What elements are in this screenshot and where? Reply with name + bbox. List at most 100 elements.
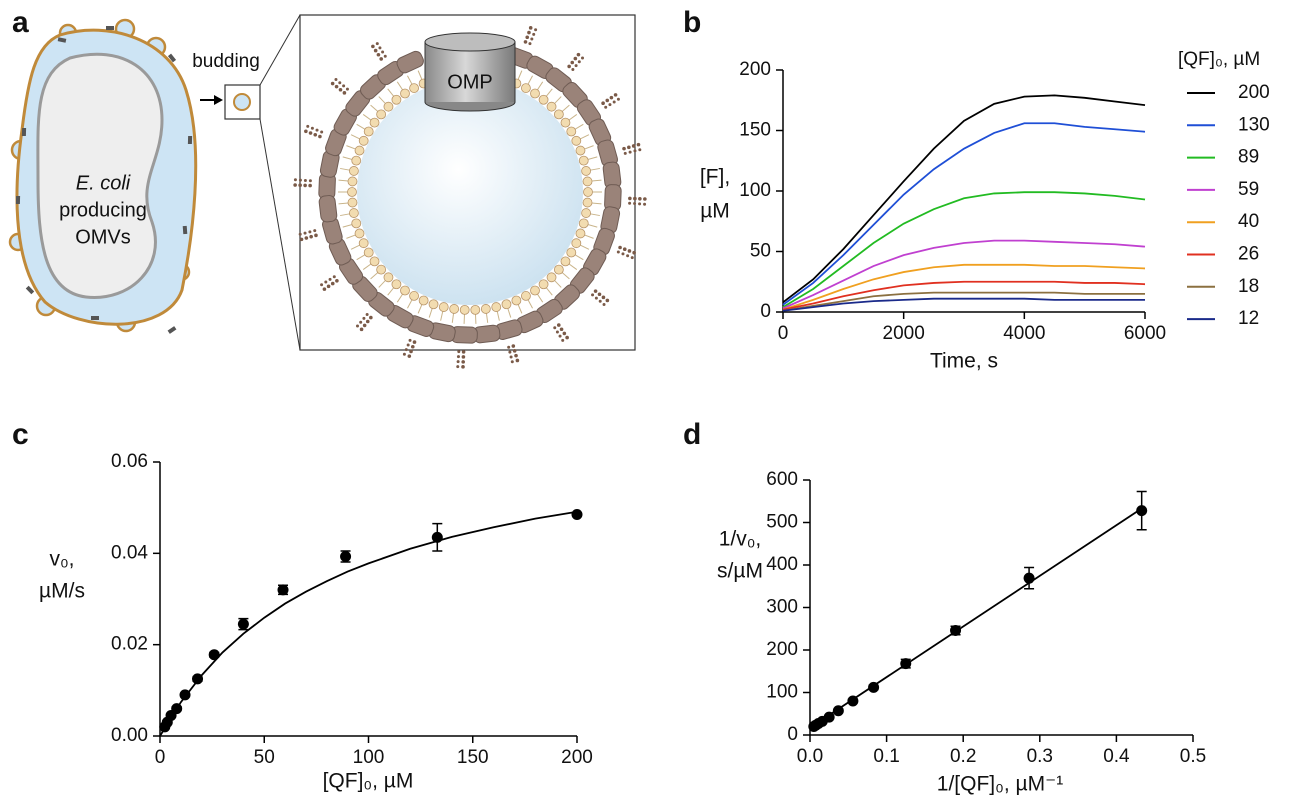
lipid-head [383,272,394,283]
panel-label: a [12,6,29,39]
lps-sugar [304,129,308,134]
lps-sugar [534,28,538,32]
lipid-head [347,187,357,197]
legend-label: 26 [1238,244,1259,265]
lipid-head [578,218,589,229]
lps-sugar [355,324,359,328]
x-axis-label: [QF]₀, µM [323,770,414,793]
lps-sugar [308,183,312,188]
lps-sugar [309,234,313,239]
lps-sugar [369,315,373,320]
lps-sugar [306,124,310,128]
series-line [782,94,1146,304]
lipid-head [491,302,502,312]
membrane-protein [182,225,188,235]
data-point [832,705,844,717]
lipid-head [400,88,410,99]
legend-title: [QF]₀, µM [1178,49,1260,70]
lipid-head [354,145,365,156]
membrane-protein [91,316,99,320]
lps-sugar [342,91,347,95]
lps-sugar [457,350,461,354]
lps-sugar [555,330,559,334]
lipid-head [363,247,374,258]
lipid-head [575,145,586,156]
lps-sugar [627,145,631,150]
membrane-protein [167,326,177,334]
lipid-head [521,83,531,93]
lipid-head [347,176,358,187]
lps-sugar [338,87,343,92]
lps-sugar [308,131,313,135]
lps-sugar [525,35,530,40]
cell-label: E. coli [76,172,131,194]
lps-sugar [638,148,642,152]
lipid-head [409,83,419,93]
lipid-head [553,264,564,275]
lps-sugar [304,236,309,240]
lps-sugar [530,37,534,41]
lps-sugar [320,283,324,287]
lipid-head [560,256,571,267]
y-tick-label: 0 [787,724,798,745]
lipid-head [391,94,402,105]
data-point [823,711,835,723]
lps-sugar [553,326,557,330]
data-point [900,658,912,670]
lipid-head [351,218,362,229]
lps-sugar [373,48,378,53]
lps-sugar [330,281,335,286]
lipid-head [553,109,564,120]
lps-sugar [612,100,616,104]
data-point [208,649,220,661]
lps-sugar [591,293,595,297]
lps-sugar [404,348,408,352]
lipid-head [428,299,439,310]
lipid-head [575,228,586,239]
y-tick-label: 0.06 [111,451,148,472]
legend-label: 18 [1238,276,1259,297]
x-tick-label: 6000 [1124,323,1166,344]
y-tick-label: 0.00 [111,725,148,746]
lps-sugar [567,64,571,69]
lps-sugar [315,128,319,132]
lps-sugar [621,252,625,256]
lps-sugar [638,202,642,206]
lipid-head [582,197,593,208]
y-tick-label: 0 [760,301,771,322]
lps [396,50,424,74]
x-tick-label: 0.1 [873,746,899,767]
series-line [782,297,1145,312]
lipid-head [409,291,419,301]
lipid-head [480,304,491,314]
lipid-head [470,304,481,315]
lps-sugar [618,245,622,250]
lipid-head [438,302,449,312]
lps-sugar [324,280,328,284]
lps-sugar [632,250,636,255]
lps-sugar [508,350,512,354]
data-point [237,618,249,630]
lipid-head [582,176,593,187]
lps-sugar [523,40,528,44]
lps-sugar [577,60,581,64]
lps-sugar [412,340,417,344]
lipid-head [363,126,374,137]
x-tick-label: 0.3 [1027,746,1053,767]
lps-sugar [402,352,406,356]
lipid-head [376,264,387,275]
data-point [192,673,204,685]
x-tick-label: 150 [457,747,489,768]
x-tick-label: 0.2 [950,746,976,767]
lps-sugar [322,287,327,291]
x-tick-label: 200 [561,747,593,768]
lps-sugar [299,237,304,242]
lipid-head [348,208,359,218]
y-axis-label: s/µM [717,560,763,583]
lps-sugar [601,295,606,300]
x-tick-label: 0 [778,323,789,344]
lps-sugar [574,64,578,68]
lps-sugar [601,101,605,106]
data-point [868,681,880,693]
lps-sugar [365,313,369,317]
